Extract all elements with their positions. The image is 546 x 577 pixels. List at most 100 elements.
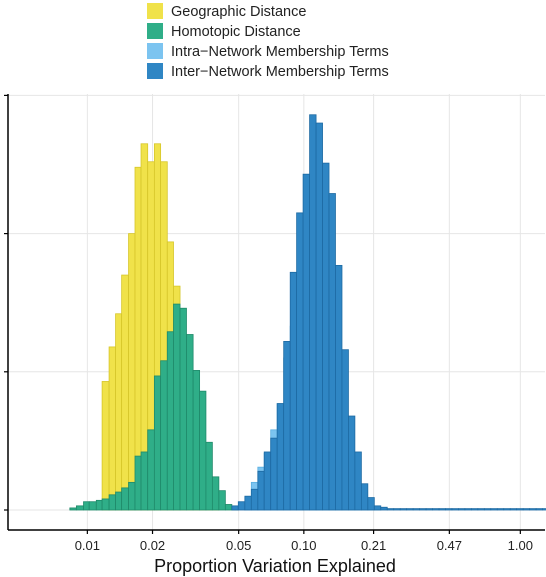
bar-series-4-bin-39 xyxy=(257,470,265,511)
bar-series-4-bin-59 xyxy=(386,508,395,511)
bar-series-1-bin-16 xyxy=(108,346,116,511)
bar-series-2-bin-28 xyxy=(186,334,194,511)
bar-series-4-bin-69 xyxy=(451,508,459,511)
histogram-bars xyxy=(69,114,546,511)
legend-swatch-2 xyxy=(147,23,163,39)
bar-series-4-bin-38 xyxy=(250,488,259,511)
bar-series-4-bin-40 xyxy=(263,451,272,511)
bar-series-2-bin-10 xyxy=(69,507,77,511)
bar-series-2-bin-33 xyxy=(218,490,226,511)
bar-series-2-bin-18 xyxy=(121,487,129,511)
bar-series-2-bin-11 xyxy=(75,505,84,511)
bar-series-4-bin-61 xyxy=(399,508,408,511)
bar-series-1-bin-18 xyxy=(121,274,129,511)
legend-item-1: Geographic Distance xyxy=(147,3,306,20)
x-axis-title: Proportion Variation Explained xyxy=(154,556,396,576)
bar-series-2-bin-24 xyxy=(160,360,168,511)
bar-series-1-bin-15 xyxy=(101,381,110,511)
bar-series-4-bin-58 xyxy=(380,506,388,511)
bar-series-2-bin-31 xyxy=(205,441,213,511)
bar-series-4-bin-35 xyxy=(231,505,239,511)
bar-series-4-bin-73 xyxy=(477,508,485,511)
plot-panel: 0.01 0.02 0.05 0.10 0.21 0.47 1.00 xyxy=(4,94,546,553)
series-2-bars xyxy=(69,303,239,511)
bar-series-4-bin-41 xyxy=(270,437,278,511)
bar-series-4-bin-55 xyxy=(360,483,369,511)
bar-series-4-bin-53 xyxy=(348,415,356,511)
bar-series-4-bin-72 xyxy=(470,508,479,511)
bar-series-4-bin-83 xyxy=(542,508,546,511)
series-4-bars xyxy=(231,114,546,511)
bar-series-4-bin-70 xyxy=(458,508,466,511)
bar-series-2-bin-19 xyxy=(128,481,136,511)
bar-series-4-bin-62 xyxy=(406,508,414,511)
bar-series-4-bin-42 xyxy=(276,403,285,511)
bar-series-2-bin-27 xyxy=(179,307,187,511)
bar-series-2-bin-21 xyxy=(140,451,149,511)
bar-series-2-bin-26 xyxy=(173,303,181,511)
bar-series-2-bin-32 xyxy=(211,476,220,511)
legend-swatch-1 xyxy=(147,3,163,19)
bar-series-2-bin-14 xyxy=(95,499,103,511)
bar-series-2-bin-12 xyxy=(83,501,90,511)
x-tick-label-1: 0.02 xyxy=(140,538,165,553)
bar-series-1-bin-19 xyxy=(128,233,136,511)
legend-swatch-4 xyxy=(147,63,163,79)
bar-series-1-bin-17 xyxy=(115,313,123,511)
bar-series-4-bin-54 xyxy=(354,451,362,511)
bar-series-4-bin-64 xyxy=(419,508,427,511)
legend-label-1: Geographic Distance xyxy=(171,4,306,20)
bar-series-4-bin-67 xyxy=(438,508,446,511)
bar-series-4-bin-45 xyxy=(296,212,304,511)
bar-series-4-bin-60 xyxy=(393,508,401,511)
x-tick-label-6: 1.00 xyxy=(508,538,533,553)
bar-series-2-bin-16 xyxy=(108,494,116,511)
bar-series-4-bin-48 xyxy=(315,122,323,511)
bar-series-4-bin-36 xyxy=(237,501,246,511)
x-tick-label-0: 0.01 xyxy=(75,538,100,553)
bar-series-4-bin-80 xyxy=(522,508,531,511)
bar-series-4-bin-74 xyxy=(483,508,492,511)
bar-series-4-bin-49 xyxy=(322,162,330,511)
bar-series-4-bin-56 xyxy=(367,497,375,511)
bar-series-4-bin-44 xyxy=(289,271,298,511)
bar-series-4-bin-37 xyxy=(244,495,252,511)
x-tick-label-4: 0.21 xyxy=(361,538,386,553)
legend-item-2: Homotopic Distance xyxy=(147,23,301,40)
bar-series-4-bin-75 xyxy=(490,508,498,511)
bar-series-4-bin-43 xyxy=(283,340,291,511)
legend-label-2: Homotopic Distance xyxy=(171,24,301,40)
bar-series-4-bin-68 xyxy=(445,508,453,511)
bar-series-2-bin-20 xyxy=(134,455,142,511)
bar-series-4-bin-71 xyxy=(464,508,472,511)
legend-item-3: Intra−Network Membership Terms xyxy=(147,43,389,60)
legend-label-3: Intra−Network Membership Terms xyxy=(171,44,389,60)
axes: 0.01 0.02 0.05 0.10 0.21 0.47 1.00 xyxy=(4,94,545,553)
legend-label-4: Inter−Network Membership Terms xyxy=(171,64,389,80)
bar-series-4-bin-77 xyxy=(503,508,511,511)
bar-series-4-bin-51 xyxy=(335,264,343,511)
legend: Geographic Distance Homotopic Distance Int… xyxy=(147,3,389,80)
bar-series-4-bin-57 xyxy=(373,505,382,511)
bar-series-2-bin-30 xyxy=(199,390,207,511)
bar-series-4-bin-46 xyxy=(302,173,310,511)
bar-series-4-bin-63 xyxy=(412,508,421,511)
bar-series-2-bin-17 xyxy=(115,491,123,511)
bar-series-4-bin-50 xyxy=(328,193,336,511)
x-tick-label-5: 0.47 xyxy=(437,538,462,553)
bar-series-4-bin-66 xyxy=(432,508,440,511)
bar-series-4-bin-78 xyxy=(509,508,518,511)
x-tick-label-3: 0.10 xyxy=(291,538,316,553)
bar-series-4-bin-76 xyxy=(496,508,505,511)
bar-series-2-bin-13 xyxy=(88,501,97,511)
bar-series-4-bin-52 xyxy=(341,349,349,511)
bar-series-2-bin-23 xyxy=(153,375,162,511)
bar-series-2-bin-22 xyxy=(147,429,155,511)
bar-series-4-bin-79 xyxy=(516,508,524,511)
bar-series-2-bin-15 xyxy=(101,498,110,511)
legend-item-4: Inter−Network Membership Terms xyxy=(147,63,389,80)
legend-swatch-3 xyxy=(147,43,163,59)
bar-series-4-bin-65 xyxy=(425,508,433,511)
bar-series-2-bin-34 xyxy=(224,504,233,511)
